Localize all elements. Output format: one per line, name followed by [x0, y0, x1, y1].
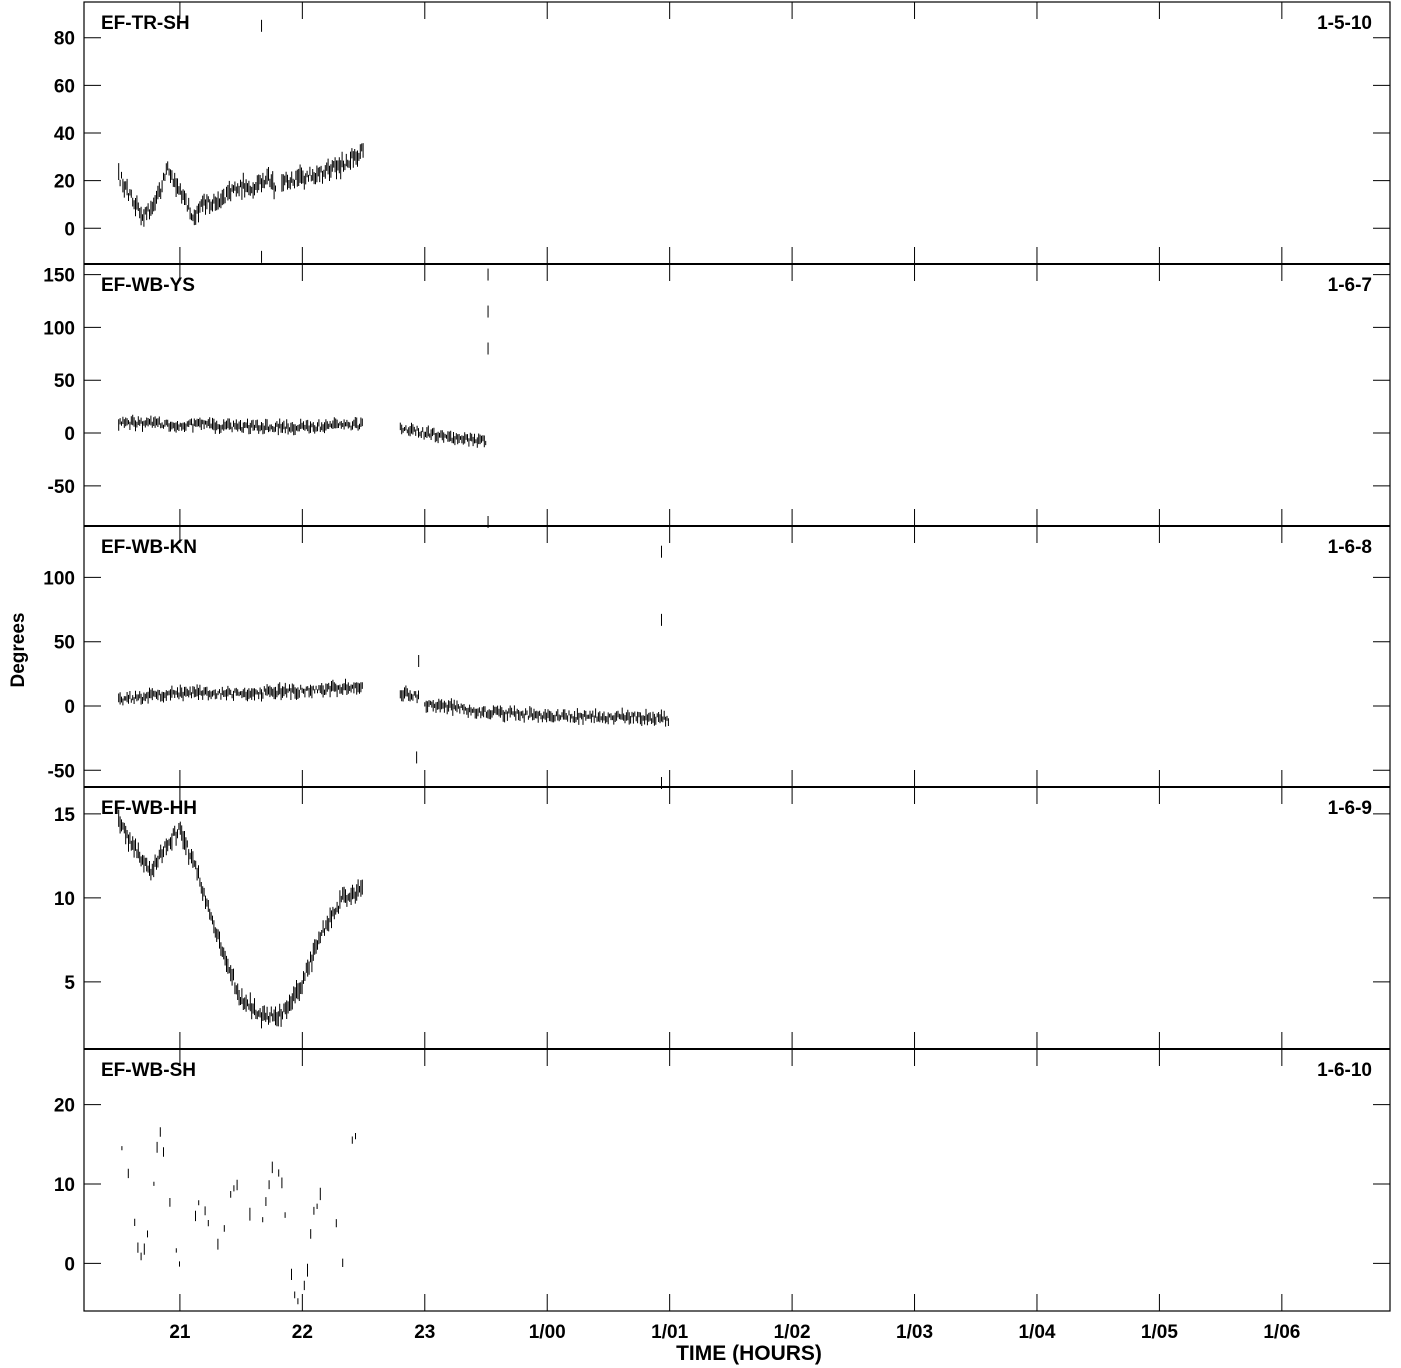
panel-ef-tr-sh: 0 20 40 60 80 EF-TR-SH 1-5-10	[54, 2, 1390, 264]
y-tick-label: 15	[54, 805, 76, 826]
data-trace	[118, 161, 276, 227]
x-tick-label: 22	[292, 1322, 313, 1343]
y-tick-label: 60	[54, 76, 75, 97]
y-tick-label: 100	[43, 318, 75, 339]
x-tick-label: 1/04	[1018, 1322, 1055, 1343]
data-trace	[399, 422, 487, 448]
x-tick-label: 1/02	[774, 1322, 811, 1343]
y-tick-label: 50	[54, 633, 75, 654]
x-tick-label: 1/05	[1141, 1322, 1178, 1343]
y-tick-label: 150	[43, 266, 75, 287]
panel-name-label: EF-WB-SH	[101, 1060, 196, 1081]
panel-id-label: 1-6-7	[1328, 275, 1372, 296]
panel-id-label: 1-5-10	[1317, 13, 1372, 34]
data-trace	[118, 678, 363, 706]
data-trace	[121, 1127, 356, 1305]
panel-name-label: EF-WB-YS	[101, 275, 195, 296]
x-tick-label: 21	[169, 1322, 191, 1343]
x-axis-label: TIME (HOURS)	[676, 1342, 822, 1365]
y-tick-label: 20	[54, 172, 75, 193]
data-trace	[118, 809, 363, 1029]
y-tick-label: 100	[43, 568, 75, 589]
panel-ef-wb-ys: -50 0 50 100 150 EF-WB-YS 1-6-7	[43, 263, 1390, 528]
data-trace	[118, 414, 363, 436]
x-tick-label: 1/03	[896, 1322, 933, 1343]
y-tick-label: -50	[48, 761, 75, 782]
x-tick-label: 1/01	[651, 1322, 688, 1343]
panel-ef-wb-kn: -50 0 50 100 EF-WB-KN 1-6-8	[43, 525, 1390, 789]
y-tick-label: 5	[64, 973, 75, 994]
y-axis-label: Degrees	[8, 613, 29, 688]
y-tick-label: 0	[64, 1254, 75, 1275]
y-tick-label: -50	[48, 477, 75, 498]
y-tick-label: 50	[54, 371, 75, 392]
data-trace	[399, 685, 419, 704]
y-tick-label: 10	[54, 889, 75, 910]
y-tick-label: 20	[54, 1096, 75, 1117]
x-tick-label: 23	[414, 1322, 435, 1343]
y-tick-label: 0	[64, 424, 75, 445]
panel-id-label: 1-6-10	[1317, 1060, 1372, 1081]
data-trace	[281, 143, 364, 192]
panel-name-label: EF-WB-HH	[101, 798, 197, 819]
panel-name-label: EF-WB-KN	[101, 537, 197, 558]
panel-ef-wb-hh: 5 10 15 EF-WB-HH 1-6-9	[54, 786, 1390, 1049]
y-tick-label: 40	[54, 124, 75, 145]
y-tick-label: 0	[64, 697, 75, 718]
y-tick-label: 80	[54, 29, 75, 50]
y-tick-label: 0	[64, 219, 75, 240]
panel-id-label: 1-6-8	[1328, 537, 1372, 558]
y-tick-label: 10	[54, 1175, 75, 1196]
panel-ef-wb-sh: 0 10 20 EF-WB-SH 1-6-10	[54, 1048, 1390, 1311]
x-tick-label: 1/00	[529, 1322, 566, 1343]
panel-name-label: EF-TR-SH	[101, 13, 190, 34]
data-trace	[424, 698, 669, 727]
x-tick-label: 1/06	[1263, 1322, 1300, 1343]
panel-id-label: 1-6-9	[1328, 798, 1372, 819]
plot-frame	[83, 1, 1391, 1312]
